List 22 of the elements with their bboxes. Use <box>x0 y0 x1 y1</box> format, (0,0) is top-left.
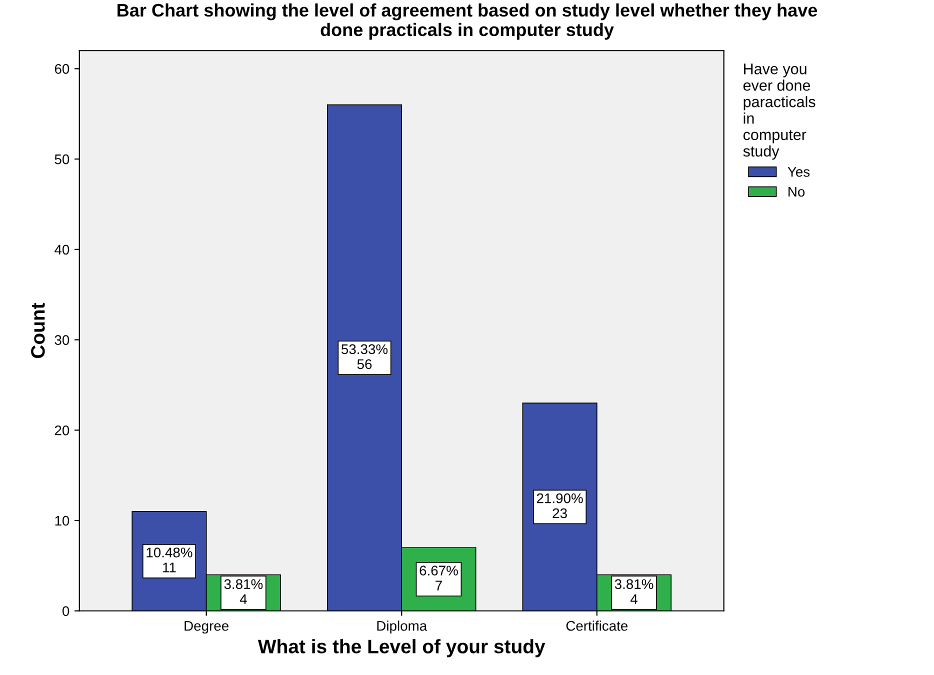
x-axis-title: What is the Level of your study <box>258 639 546 658</box>
legend-label: Yes <box>788 167 810 177</box>
data-label: 6.67% 7 <box>420 566 458 590</box>
data-label: 10.48% 11 <box>146 548 192 572</box>
x-tick-label: Degree <box>184 621 228 634</box>
y-tick-label: 40 <box>54 244 70 255</box>
y-tick-label: 10 <box>55 516 70 526</box>
y-tick-label: 0 <box>62 606 70 616</box>
data-label: 21.90% 23 <box>536 493 583 518</box>
x-tick-label: Certificate <box>566 620 628 631</box>
data-label: 3.81% 4 <box>224 579 263 604</box>
y-tick-label: 20 <box>54 425 70 436</box>
legend-title: Have you ever done paracticals in computer study <box>743 64 816 160</box>
y-tick-label: 30 <box>54 335 70 345</box>
data-label: 3.81% 4 <box>614 579 654 604</box>
chart-title: Bar Chart showing the level of agreement based on study level whether they have done practicals in computer study <box>118 3 818 40</box>
data-label: 53.33% 56 <box>342 344 388 370</box>
y-tick-label: 60 <box>54 64 70 74</box>
y-tick-label: 50 <box>54 154 70 164</box>
legend-label: No <box>788 186 805 197</box>
x-tick-label: Diploma <box>377 620 428 634</box>
y-axis-title: Count <box>31 302 45 358</box>
